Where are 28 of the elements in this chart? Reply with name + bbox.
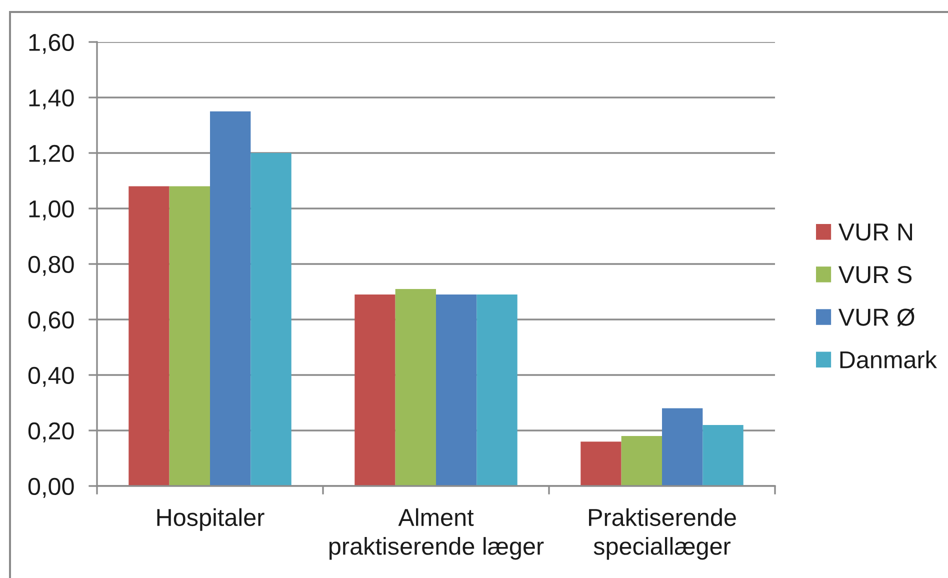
legend-label: VUR N xyxy=(838,224,912,241)
bar xyxy=(250,153,292,486)
y-tick-label: 0,80 xyxy=(28,256,74,276)
bar xyxy=(354,294,396,486)
bar xyxy=(210,111,251,486)
bar xyxy=(128,186,170,486)
bar xyxy=(702,424,744,486)
y-tick-label: 1,20 xyxy=(29,144,74,165)
x-tick-label: Praktiserende speciallæger xyxy=(589,508,736,560)
bar xyxy=(395,288,436,486)
legend-label: Danmark xyxy=(840,350,937,368)
legend-label: VUR Ø xyxy=(838,308,915,326)
legend-label: VUR S xyxy=(838,266,912,284)
x-tick-label: Hospitaler xyxy=(157,508,264,531)
y-tick-label: 0,20 xyxy=(28,422,74,442)
y-tick-label: 1,60 xyxy=(29,34,74,54)
bar xyxy=(621,436,662,486)
bar xyxy=(436,294,477,486)
y-tick-label: 0,00 xyxy=(28,478,74,498)
y-tick-label: 1,00 xyxy=(29,200,74,220)
y-tick-label: 0,60 xyxy=(28,311,74,332)
y-tick-label: 0,40 xyxy=(28,366,74,387)
x-tick-label: Alment praktiserende læger xyxy=(329,508,544,560)
bar xyxy=(662,408,703,486)
bar xyxy=(169,186,210,486)
y-tick-label: 1,40 xyxy=(29,89,74,110)
bar xyxy=(476,294,518,486)
bar xyxy=(580,442,622,486)
